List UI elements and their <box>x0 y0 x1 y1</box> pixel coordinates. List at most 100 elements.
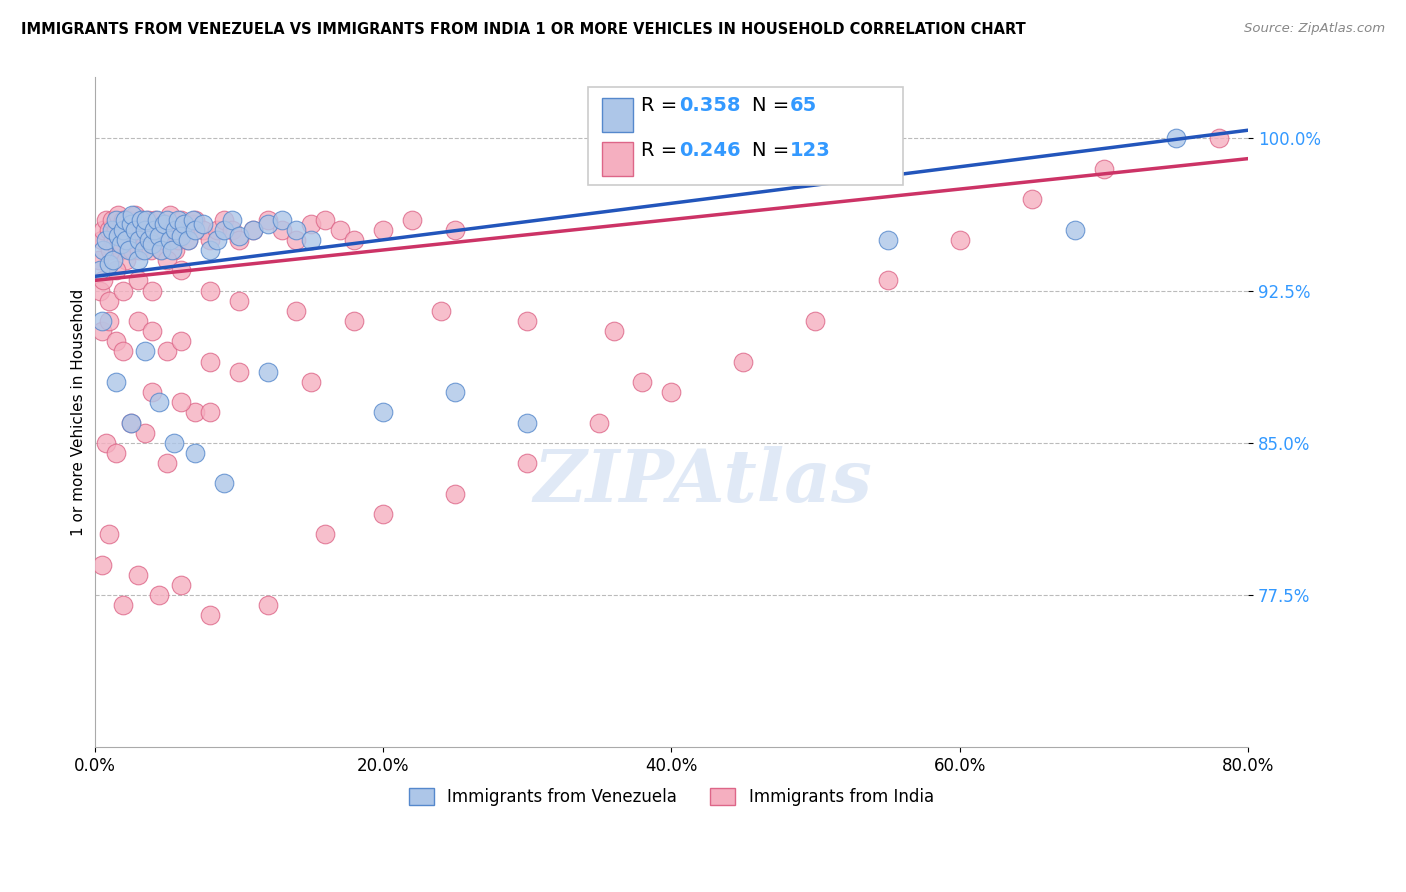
Point <box>107 228 129 243</box>
Point <box>118 243 141 257</box>
Point <box>127 567 149 582</box>
Point <box>198 233 221 247</box>
Point <box>156 217 179 231</box>
Point <box>444 385 467 400</box>
Point <box>105 446 128 460</box>
Text: N =: N = <box>752 96 796 115</box>
Point <box>135 212 157 227</box>
Point <box>876 233 898 247</box>
Point <box>90 558 112 572</box>
Point <box>271 223 294 237</box>
Point <box>156 253 179 268</box>
Point <box>1064 223 1087 237</box>
Point <box>162 243 184 257</box>
Point <box>167 233 190 247</box>
Point <box>103 253 125 268</box>
Point <box>134 425 156 440</box>
Point <box>98 314 121 328</box>
Point <box>256 217 278 231</box>
Point <box>146 223 169 237</box>
Point <box>129 212 152 227</box>
Point <box>114 223 136 237</box>
Point <box>104 236 127 251</box>
Point <box>163 435 186 450</box>
Point <box>221 223 243 237</box>
Point <box>148 228 170 243</box>
Point <box>145 212 167 227</box>
Point <box>156 212 179 227</box>
Point <box>949 233 972 247</box>
Point <box>129 223 152 237</box>
Point <box>132 228 155 243</box>
Point <box>343 233 366 247</box>
Point <box>170 263 193 277</box>
Point <box>94 233 117 247</box>
Point <box>181 212 204 227</box>
Legend: Immigrants from Venezuela, Immigrants from India: Immigrants from Venezuela, Immigrants fr… <box>402 781 941 813</box>
Point <box>136 212 159 227</box>
Point <box>256 599 278 613</box>
Point <box>105 334 128 349</box>
Point <box>148 395 170 409</box>
Point <box>138 233 160 247</box>
Point <box>122 217 145 231</box>
Point <box>127 233 149 247</box>
Point <box>98 257 121 271</box>
Point <box>121 243 143 257</box>
Point <box>198 354 221 368</box>
Point <box>90 233 112 247</box>
Point <box>134 236 156 251</box>
Point <box>205 223 228 237</box>
Point <box>242 223 264 237</box>
Point <box>214 212 236 227</box>
Point <box>184 405 207 419</box>
Point <box>371 223 394 237</box>
Point <box>98 223 121 237</box>
Point <box>141 324 163 338</box>
Text: R =: R = <box>641 141 683 160</box>
Point <box>112 344 135 359</box>
Point <box>205 233 228 247</box>
Point <box>110 243 132 257</box>
Point <box>181 217 204 231</box>
Point <box>159 233 181 247</box>
Text: 65: 65 <box>790 96 817 115</box>
Y-axis label: 1 or more Vehicles in Household: 1 or more Vehicles in Household <box>72 289 86 536</box>
Point <box>98 527 121 541</box>
Point <box>89 284 111 298</box>
Point <box>118 212 141 227</box>
Point <box>132 243 155 257</box>
Point <box>314 527 336 541</box>
Point <box>401 212 423 227</box>
Point <box>184 223 207 237</box>
Point <box>228 365 250 379</box>
Point <box>429 304 451 318</box>
Point <box>804 314 827 328</box>
Point <box>127 314 149 328</box>
Point <box>114 212 136 227</box>
Point <box>733 354 755 368</box>
Text: ZIPAtlas: ZIPAtlas <box>534 446 872 517</box>
Point <box>110 236 132 251</box>
Point <box>198 243 221 257</box>
Point <box>107 209 129 223</box>
Point <box>191 217 214 231</box>
Point <box>139 243 162 257</box>
Point <box>112 223 135 237</box>
Point <box>285 304 308 318</box>
Point <box>198 405 221 419</box>
Point <box>134 344 156 359</box>
Point <box>112 212 135 227</box>
Point <box>101 223 124 237</box>
Point <box>159 209 181 223</box>
Point <box>876 273 898 287</box>
Point <box>142 223 165 237</box>
Point <box>100 243 122 257</box>
Point <box>121 209 143 223</box>
Point <box>117 228 139 243</box>
Point <box>90 314 112 328</box>
Point <box>108 233 131 247</box>
Point <box>135 223 157 237</box>
Point <box>105 212 128 227</box>
Point <box>112 599 135 613</box>
